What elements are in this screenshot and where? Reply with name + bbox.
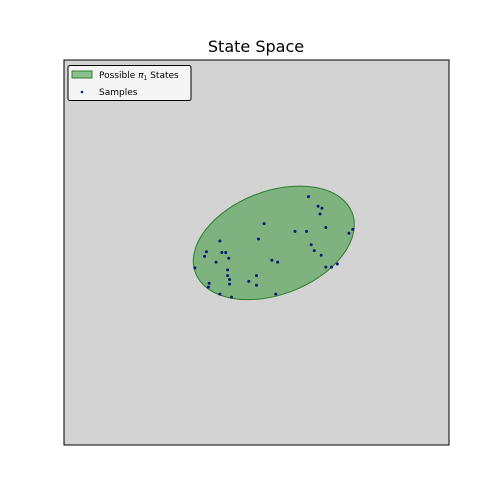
chart-title: State Space: [208, 37, 304, 56]
sample-point: [255, 274, 258, 278]
legend-box: [67, 65, 192, 101]
sample-point: [330, 265, 334, 269]
sample-point: [224, 251, 228, 254]
sample-point: [335, 262, 339, 266]
sample-point: [203, 254, 207, 258]
sample-point: [228, 282, 232, 286]
sample-point: [228, 277, 232, 281]
legend-region-swatch: [71, 70, 93, 79]
sample-point: [312, 249, 316, 253]
legend-region-subscript: 1: [144, 75, 148, 82]
sample-point: [226, 274, 230, 278]
sample-point: [293, 229, 297, 233]
sample-point: [320, 206, 324, 210]
sample-point: [226, 268, 230, 272]
sample-point: [316, 204, 320, 208]
legend-region-label: Possible π1 States: [99, 71, 179, 82]
sample-point: [306, 195, 310, 199]
plot-layer: [192, 185, 355, 301]
plot-frame: [63, 59, 450, 446]
sample-point: [256, 237, 260, 241]
sample-point: [305, 229, 309, 233]
sample-point: [227, 256, 231, 260]
sample-point: [207, 281, 211, 285]
legend-region-symbol: π: [138, 71, 144, 81]
sample-point: [193, 266, 197, 270]
legend-samples-label: Samples: [99, 88, 138, 98]
legend-region-suffix: States: [147, 71, 179, 81]
sample-point: [247, 279, 251, 283]
sample-point: [274, 292, 278, 296]
sample-point: [309, 243, 313, 247]
possible-states-region: [192, 185, 355, 301]
sample-point: [276, 260, 280, 264]
sample-point: [214, 260, 218, 264]
sample-point: [324, 225, 328, 229]
sample-point: [229, 295, 233, 299]
sample-point: [319, 253, 323, 257]
sample-point: [324, 265, 328, 269]
sample-point: [206, 285, 210, 289]
sample-point: [318, 212, 322, 216]
samples-layer: [193, 195, 355, 299]
sample-point: [218, 292, 222, 296]
sample-point: [262, 222, 266, 226]
legend-region-prefix: Possible: [99, 71, 138, 81]
sample-point: [204, 250, 208, 254]
sample-point: [220, 251, 224, 254]
sample-point: [270, 258, 274, 262]
sample-point: [255, 283, 258, 287]
sample-point: [347, 231, 351, 235]
legend: Possible π1 States Samples: [67, 65, 192, 101]
legend-sample-marker: [80, 90, 84, 94]
sample-point: [351, 227, 355, 231]
sample-point: [218, 239, 222, 243]
